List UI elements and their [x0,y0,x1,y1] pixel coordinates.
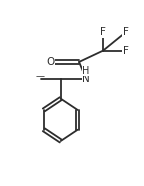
Text: —: — [36,72,45,81]
Text: N: N [82,74,90,84]
Text: F: F [100,27,106,37]
Text: O: O [47,57,55,67]
Text: H: H [82,66,90,76]
Text: F: F [123,27,129,37]
Text: F: F [123,46,129,56]
